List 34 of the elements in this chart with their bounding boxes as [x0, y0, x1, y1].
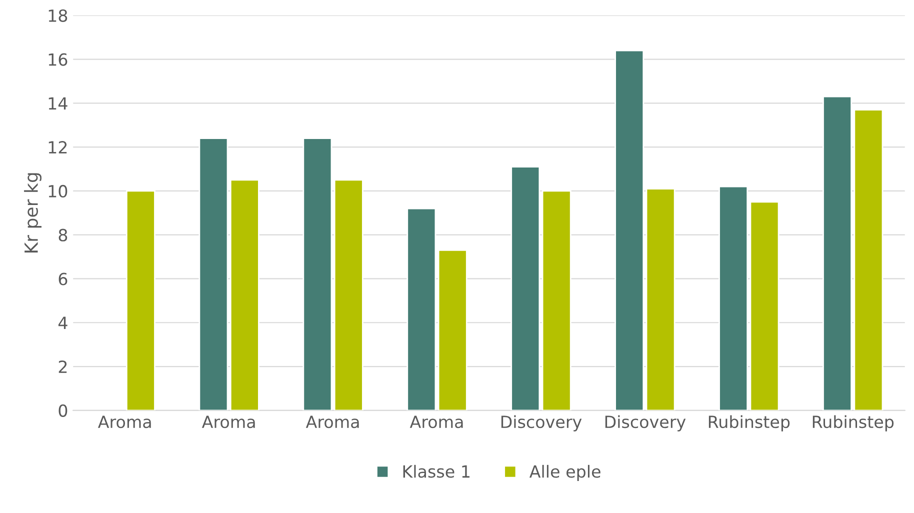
x-tick-label: Aroma: [202, 416, 255, 428]
y-tick-label: 16: [48, 53, 68, 66]
y-tick-label: 10: [48, 184, 68, 198]
bar: [646, 188, 676, 410]
y-tick-label: 12: [48, 141, 67, 154]
y-tick-label: 18: [48, 9, 68, 22]
bar: [302, 138, 332, 410]
x-tick-label: Aroma: [306, 416, 359, 428]
bar: [230, 179, 260, 410]
bar: [614, 50, 644, 410]
bar: [198, 138, 228, 410]
legend-label: Alle eple: [529, 464, 600, 482]
bar: [334, 179, 364, 410]
bar: [406, 208, 436, 410]
x-tick-label: Rubinstep: [812, 415, 894, 432]
x-tick-label: Rubinstep: [708, 415, 790, 432]
y-tick-label: 0: [58, 404, 68, 417]
bar: [750, 201, 780, 410]
bar: [718, 186, 748, 410]
y-tick-label: 8: [58, 228, 68, 242]
x-tick-label: Discovery: [501, 415, 582, 432]
bar: [438, 250, 468, 410]
y-tick-label: 6: [58, 272, 68, 286]
bar: [510, 166, 540, 410]
x-tick-label: Aroma: [410, 416, 463, 428]
y-axis-title: Kr per kg: [24, 173, 42, 252]
y-tick-label: 4: [58, 316, 68, 329]
x-tick-label: Discovery: [605, 415, 686, 432]
x-tick-label: Aroma: [98, 416, 151, 428]
legend-label: Klasse 1: [403, 464, 470, 478]
bar: [126, 190, 156, 410]
bar: [542, 190, 572, 410]
y-tick-label: 14: [48, 97, 68, 110]
y-tick-label: 2: [58, 360, 67, 373]
